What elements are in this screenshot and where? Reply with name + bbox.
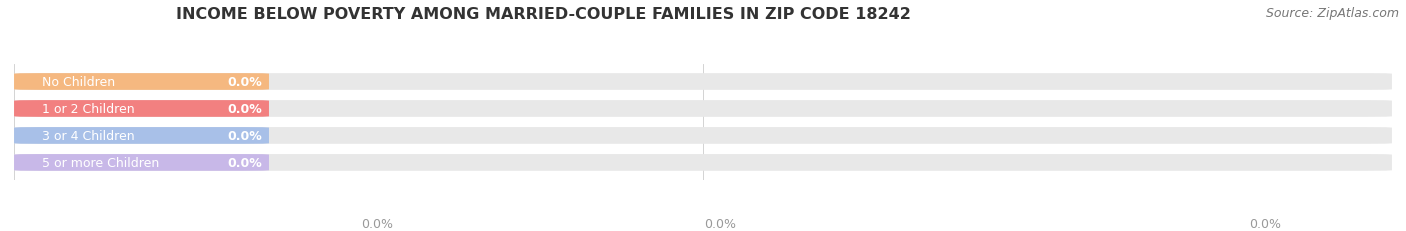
Text: 1 or 2 Children: 1 or 2 Children: [42, 103, 134, 116]
Text: No Children: No Children: [42, 76, 115, 89]
Text: INCOME BELOW POVERTY AMONG MARRIED-COUPLE FAMILIES IN ZIP CODE 18242: INCOME BELOW POVERTY AMONG MARRIED-COUPL…: [176, 7, 911, 22]
Text: 3 or 4 Children: 3 or 4 Children: [42, 129, 134, 142]
FancyBboxPatch shape: [14, 74, 1392, 91]
Text: 0.0%: 0.0%: [361, 217, 394, 230]
Text: 5 or more Children: 5 or more Children: [42, 156, 159, 169]
Text: 0.0%: 0.0%: [1250, 217, 1281, 230]
FancyBboxPatch shape: [14, 154, 269, 171]
Text: 0.0%: 0.0%: [228, 76, 262, 89]
Text: Source: ZipAtlas.com: Source: ZipAtlas.com: [1265, 7, 1399, 20]
FancyBboxPatch shape: [14, 154, 1392, 171]
FancyBboxPatch shape: [14, 128, 1392, 144]
Text: 0.0%: 0.0%: [228, 103, 262, 116]
FancyBboxPatch shape: [14, 128, 269, 144]
FancyBboxPatch shape: [14, 74, 269, 91]
Text: 0.0%: 0.0%: [704, 217, 737, 230]
Text: 0.0%: 0.0%: [228, 156, 262, 169]
FancyBboxPatch shape: [14, 101, 1392, 117]
Text: 0.0%: 0.0%: [228, 129, 262, 142]
FancyBboxPatch shape: [14, 101, 269, 117]
